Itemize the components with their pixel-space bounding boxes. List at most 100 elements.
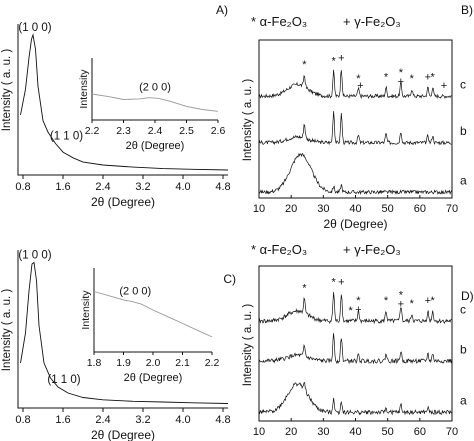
y-axis-label: Intensity ( a. u. ) [242, 304, 254, 387]
inset-x-tick-label: 2.2 [205, 357, 220, 369]
panel-label: B) [461, 3, 473, 17]
x-tick-label: 30 [317, 203, 329, 215]
inset-x-tick-label: 2.2 [85, 125, 100, 137]
alpha-fe2o3-marker: * [410, 73, 415, 85]
peak-label: (1 1 0) [50, 131, 83, 143]
x-tick-label: 50 [382, 426, 394, 438]
axes-frame [17, 250, 228, 409]
panel-label: D) [461, 289, 474, 303]
peak-label: (1 1 0) [47, 374, 80, 386]
peak-label: (1 0 0) [18, 22, 51, 34]
x-tick-label: 1.6 [55, 181, 70, 193]
x-tick-label: 10 [253, 426, 265, 438]
x-tick-label: 4.8 [215, 181, 230, 193]
x-tick-label: 20 [285, 426, 297, 438]
gamma-fe2o3-marker: + [398, 76, 404, 88]
inset-x-tick-label: 2.1 [175, 357, 190, 369]
x-tick-label: 0.8 [15, 414, 30, 426]
x-tick-label: 30 [317, 426, 329, 438]
series-label-b: b [460, 124, 467, 138]
inset-x-tick-label: 1.9 [116, 357, 131, 369]
x-tick-label: 0.8 [15, 181, 30, 193]
axes-frame [17, 24, 228, 176]
axes-frame [258, 265, 453, 422]
gamma-fe2o3-marker: + [357, 80, 363, 92]
xrd-pattern-c [258, 69, 453, 100]
x-tick-label: 4.8 [215, 414, 230, 426]
alpha-fe2o3-marker: * [356, 73, 361, 85]
inset-x-tick-label: 2.5 [179, 125, 194, 137]
panel-b: 10 20 30 40 50 60 70 2θ (Degree) Intensity ( a. … [242, 3, 473, 231]
xrd-pattern-b [258, 111, 453, 146]
legend-gamma-fe2o3: + γ-Fe₂O₃ [343, 14, 401, 29]
alpha-fe2o3-marker: * [431, 295, 436, 307]
inset-x-tick-label: 2.6 [211, 125, 226, 137]
xrd-pattern-b [258, 333, 453, 365]
alpha-fe2o3-marker: * [302, 59, 307, 71]
inset-x-tick-label: 2.4 [148, 125, 163, 137]
x-tick-label: 70 [446, 203, 458, 215]
xrd-pattern-c [258, 292, 453, 325]
saxs-curve [20, 33, 229, 171]
gamma-fe2o3-marker: + [338, 277, 344, 289]
legend-alpha-fe2o3: * α-Fe₂O₃ [251, 14, 307, 29]
xrd-pattern-a [258, 382, 453, 416]
x-tick-label: 40 [349, 203, 361, 215]
alpha-fe2o3-marker: * [431, 71, 436, 83]
alpha-fe2o3-marker: * [349, 305, 354, 317]
series-label-a: a [460, 173, 467, 187]
gamma-fe2o3-marker: + [425, 71, 431, 83]
alpha-fe2o3-marker: * [302, 283, 307, 295]
series-label-b: b [460, 342, 467, 356]
inset-x-tick-label: 2.0 [146, 357, 161, 369]
x-tick-label: 60 [414, 203, 426, 215]
x-tick-label: 3.2 [135, 181, 150, 193]
legend-gamma-fe2o3: + γ-Fe₂O₃ [343, 242, 401, 257]
x-axis-label: 2θ (Degree) [323, 217, 387, 231]
inset-peak-label: (2 0 0) [139, 82, 171, 94]
x-tick-label: 40 [349, 426, 361, 438]
alpha-fe2o3-marker: * [384, 295, 389, 307]
xrd-pattern-a [258, 152, 453, 196]
alpha-fe2o3-marker: * [356, 295, 361, 307]
peak-label: (1 0 0) [18, 250, 51, 262]
panel-label: A) [216, 3, 228, 17]
x-axis-label: 2θ (Degree) [91, 195, 155, 209]
gamma-fe2o3-marker: + [441, 80, 447, 92]
inset-curve [91, 93, 219, 112]
gamma-fe2o3-marker: + [425, 295, 431, 307]
alpha-fe2o3-marker: * [331, 55, 336, 67]
alpha-fe2o3-marker: * [399, 289, 404, 301]
x-tick-label: 4.0 [175, 181, 190, 193]
x-tick-label: 10 [253, 203, 265, 215]
x-tick-label: 60 [414, 426, 426, 438]
panel-c: 0.8 1.6 2.4 3.2 4.0 4.8 2θ (Degree) Intensity (… [1, 250, 236, 441]
x-tick-label: 2.4 [95, 181, 110, 193]
legend-alpha-fe2o3: * α-Fe₂O₃ [251, 242, 307, 257]
gamma-fe2o3-marker: + [398, 298, 404, 310]
inset-curve [93, 291, 213, 338]
x-tick-label: 3.2 [135, 414, 150, 426]
gamma-fe2o3-marker: + [355, 304, 361, 316]
panel-label: C) [223, 272, 236, 286]
inset-x-tick-label: 1.8 [87, 357, 102, 369]
alpha-fe2o3-marker: * [384, 71, 389, 83]
x-tick-label: 70 [446, 426, 458, 438]
x-axis-label: 2θ (Degree) [91, 428, 155, 441]
series-label-a: a [460, 394, 467, 408]
axes-frame [258, 39, 453, 199]
series-label-c: c [460, 77, 466, 91]
y-axis-label: Intensity ( a. u. ) [1, 289, 13, 372]
alpha-fe2o3-marker: * [399, 67, 404, 79]
inset-x-axis-label: 2θ (Degree) [124, 372, 183, 384]
gamma-fe2o3-marker: + [338, 53, 344, 65]
y-axis-label: Intensity ( a. u. ) [1, 49, 13, 132]
panel-a: 0.8 1.6 2.4 3.2 4.0 4.8 2θ (Degree) Intensity (… [1, 3, 231, 209]
x-tick-label: 1.6 [55, 414, 70, 426]
inset-x-axis-label: 2θ (Degree) [126, 140, 185, 152]
x-tick-label: 2.4 [95, 414, 110, 426]
inset-y-axis-label: Intensity [80, 290, 92, 330]
inset-y-axis-label: Intensity [78, 69, 90, 109]
